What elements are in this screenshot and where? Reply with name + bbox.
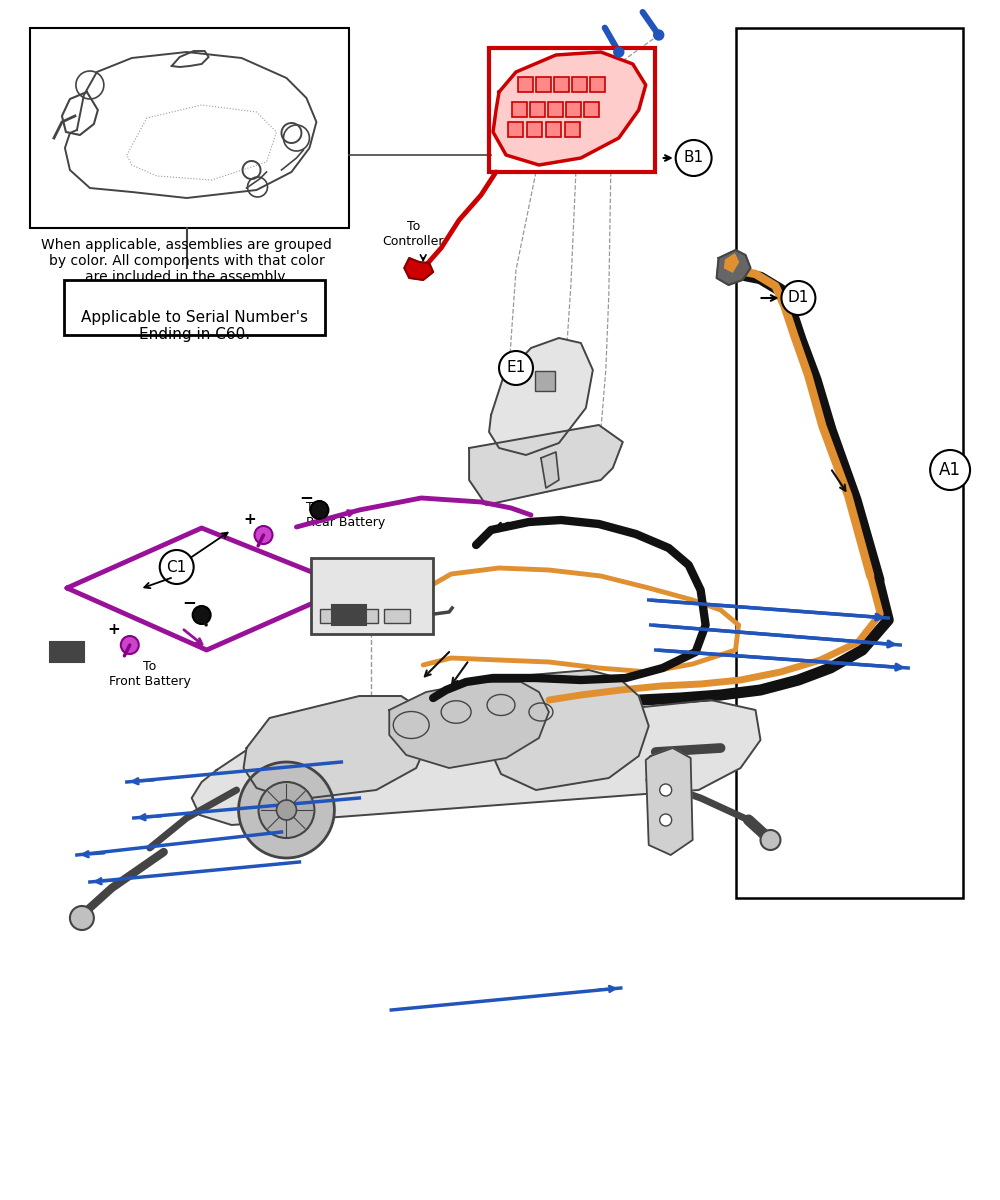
Polygon shape xyxy=(725,254,739,272)
Text: A1: A1 xyxy=(939,461,961,479)
Polygon shape xyxy=(404,258,433,280)
FancyBboxPatch shape xyxy=(536,77,551,92)
Circle shape xyxy=(660,784,672,796)
Circle shape xyxy=(121,636,139,654)
Polygon shape xyxy=(389,682,549,768)
Text: −: − xyxy=(299,488,313,506)
Circle shape xyxy=(499,350,533,385)
Text: D1: D1 xyxy=(788,290,809,306)
Text: +: + xyxy=(243,512,256,528)
Circle shape xyxy=(276,800,296,820)
Text: −: − xyxy=(183,593,197,611)
Text: When applicable, assemblies are grouped
by color. All components with that color: When applicable, assemblies are grouped … xyxy=(41,238,332,284)
Bar xyxy=(332,605,366,625)
Circle shape xyxy=(255,526,273,544)
Circle shape xyxy=(70,906,94,930)
Bar xyxy=(50,642,84,662)
Polygon shape xyxy=(646,748,693,854)
Circle shape xyxy=(614,47,624,56)
FancyBboxPatch shape xyxy=(30,28,349,228)
FancyBboxPatch shape xyxy=(535,371,555,391)
FancyBboxPatch shape xyxy=(584,102,599,116)
Circle shape xyxy=(239,762,334,858)
FancyBboxPatch shape xyxy=(508,122,523,137)
FancyBboxPatch shape xyxy=(512,102,527,116)
Circle shape xyxy=(654,30,664,40)
Circle shape xyxy=(660,814,672,826)
Circle shape xyxy=(259,782,314,838)
FancyBboxPatch shape xyxy=(518,77,533,92)
Polygon shape xyxy=(192,700,760,826)
Circle shape xyxy=(193,606,211,624)
Circle shape xyxy=(676,140,712,176)
Polygon shape xyxy=(541,452,559,488)
Text: B1: B1 xyxy=(684,150,704,166)
Text: To
Rear Battery: To Rear Battery xyxy=(306,502,386,529)
FancyBboxPatch shape xyxy=(548,102,563,116)
FancyBboxPatch shape xyxy=(311,558,433,634)
FancyBboxPatch shape xyxy=(546,122,561,137)
FancyBboxPatch shape xyxy=(64,280,325,335)
Circle shape xyxy=(160,550,194,584)
FancyBboxPatch shape xyxy=(320,608,346,623)
FancyBboxPatch shape xyxy=(565,122,580,137)
Polygon shape xyxy=(489,338,593,455)
Circle shape xyxy=(781,281,815,314)
Text: C1: C1 xyxy=(167,559,187,575)
FancyBboxPatch shape xyxy=(566,102,581,116)
Circle shape xyxy=(310,502,328,518)
Circle shape xyxy=(760,830,780,850)
Text: To
Front Battery: To Front Battery xyxy=(109,660,191,688)
Text: +: + xyxy=(107,623,120,637)
FancyBboxPatch shape xyxy=(572,77,587,92)
FancyBboxPatch shape xyxy=(590,77,605,92)
Text: E1: E1 xyxy=(506,360,526,376)
Polygon shape xyxy=(717,250,751,284)
Polygon shape xyxy=(244,696,429,800)
Text: Applicable to Serial Number's
Ending in C60.: Applicable to Serial Number's Ending in … xyxy=(81,310,308,342)
FancyBboxPatch shape xyxy=(527,122,542,137)
FancyBboxPatch shape xyxy=(352,608,378,623)
FancyBboxPatch shape xyxy=(554,77,569,92)
Polygon shape xyxy=(469,425,623,505)
Circle shape xyxy=(930,450,970,490)
FancyBboxPatch shape xyxy=(384,608,410,623)
Polygon shape xyxy=(493,52,646,164)
FancyBboxPatch shape xyxy=(530,102,545,116)
Text: To
Controller: To Controller xyxy=(382,220,444,248)
Polygon shape xyxy=(491,670,649,790)
